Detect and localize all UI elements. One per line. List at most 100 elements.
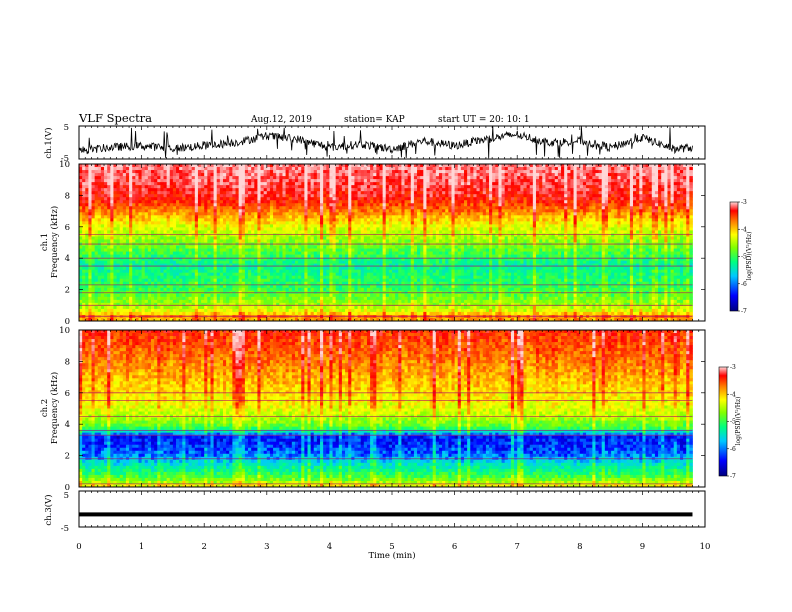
spectrogram-cell [382,176,387,180]
spectrogram-cell [457,185,462,189]
spectrogram-cell [413,233,418,237]
spectrogram-cell [291,209,296,213]
spectrogram-cell [310,218,315,222]
spectrogram-cell [679,224,684,228]
spectrogram-cell [495,167,499,171]
spectrogram-cell [279,197,283,201]
spectrogram-cell [435,209,440,213]
ch1-waveform-frame [78,125,706,160]
spectrogram-cell [520,170,524,174]
spectrogram-cell [654,209,659,213]
spectrogram-cell [589,215,593,219]
spectrogram-cell [473,185,477,189]
spectrogram-cell [651,206,656,210]
spectrogram-cell [85,170,89,174]
spectrogram-cell [263,203,268,207]
spectrogram-cell [360,185,365,189]
spectrogram-cell [442,230,446,234]
spectrogram-cell [467,173,471,177]
spectrogram-cell [435,185,440,189]
spectrogram-cell [463,221,468,225]
spectrogram-cell [185,170,189,174]
spectrogram-cell [345,176,349,180]
spectrogram-cell [601,227,606,231]
spectrogram-cell [648,233,653,237]
spectrogram-cell [567,176,571,180]
spectrogram-cell [116,167,121,171]
spectrogram-cell [370,200,374,204]
spectrogram-cell [294,200,299,204]
spectrogram-cell [135,209,139,213]
spectrogram-cell [445,215,449,219]
spectrogram-cell [320,212,324,216]
spectrogram-cell [357,224,362,228]
spectrogram-cell [222,227,227,231]
spectrogram-cell [520,206,524,210]
spectrogram-cell [266,191,271,195]
spectrogram-cell [589,176,593,180]
spectrogram-cell [210,167,214,171]
spectrogram-cell [147,224,152,228]
spectrogram-cell [454,212,459,216]
spectrogram-cell [498,194,502,198]
spectrogram-cell [460,170,465,174]
spectrogram-cell [125,164,130,168]
spectrogram-cell [667,194,671,198]
spectrogram-cell [176,212,180,216]
spectrogram-cell [144,176,149,180]
spectrogram-cell [357,173,362,177]
spectrogram-cell [335,188,340,192]
ch1-ytick-bottom: -5 [61,154,69,164]
spectrogram-cell [532,179,537,183]
spectrogram-cell [257,194,261,198]
spectrogram-cell [661,206,665,210]
spectrogram-cell [607,212,612,216]
spectrogram-cell [129,188,133,192]
spectrogram-cell [326,176,330,180]
spectrogram-cell [185,236,189,240]
spectrogram-cell [617,167,621,171]
spectrogram-cell [97,200,102,204]
spectrogram-cell [116,185,121,189]
spectrogram-cell [282,218,286,222]
spectrogram-cell [388,224,393,228]
spectrogram-cell [395,230,399,234]
spectrogram-cell [470,227,474,231]
spectrogram-cell [282,221,286,225]
spectrogram-cell [269,227,274,231]
spectrogram-cell [526,197,531,201]
spectrogram-cell [213,176,218,180]
spectrogram-cell [100,200,105,204]
spectrogram-cell [116,200,121,204]
spectrogram-cell [85,197,89,201]
spectrogram-cell [504,221,509,225]
spectrogram-cell [288,221,293,225]
spectrogram-cell [529,170,534,174]
spectrogram-cell [176,164,180,168]
spectrogram-cell [263,179,268,183]
spectrogram-cell [473,197,477,201]
spectrogram-cell [554,221,559,225]
spectrogram-cell [404,173,409,177]
spectrogram-cell [351,182,355,186]
spectrogram-cell [141,188,146,192]
spectrogram-cell [648,179,653,183]
spectrogram-cell [410,227,415,231]
spectrogram-cell [150,224,155,228]
spectrogram-cell [620,185,625,189]
spectrogram-cell [679,197,684,201]
spectrogram-cell [579,170,584,174]
spectrogram-cell [238,218,243,222]
spectrogram-cell [332,218,337,222]
spectrogram-cell [363,188,368,192]
spectrogram-cell [107,173,111,177]
spectrogram-cell [413,203,418,207]
spectrogram-cell [79,188,83,192]
spectrogram-cell [229,230,233,234]
spectrogram-cell [269,182,274,186]
spectrogram-cell [348,221,352,225]
spectrogram-cell [407,185,412,189]
spectrogram-cell [576,173,581,177]
spectrogram-cell [523,227,527,231]
spectrogram-cell [235,191,240,195]
